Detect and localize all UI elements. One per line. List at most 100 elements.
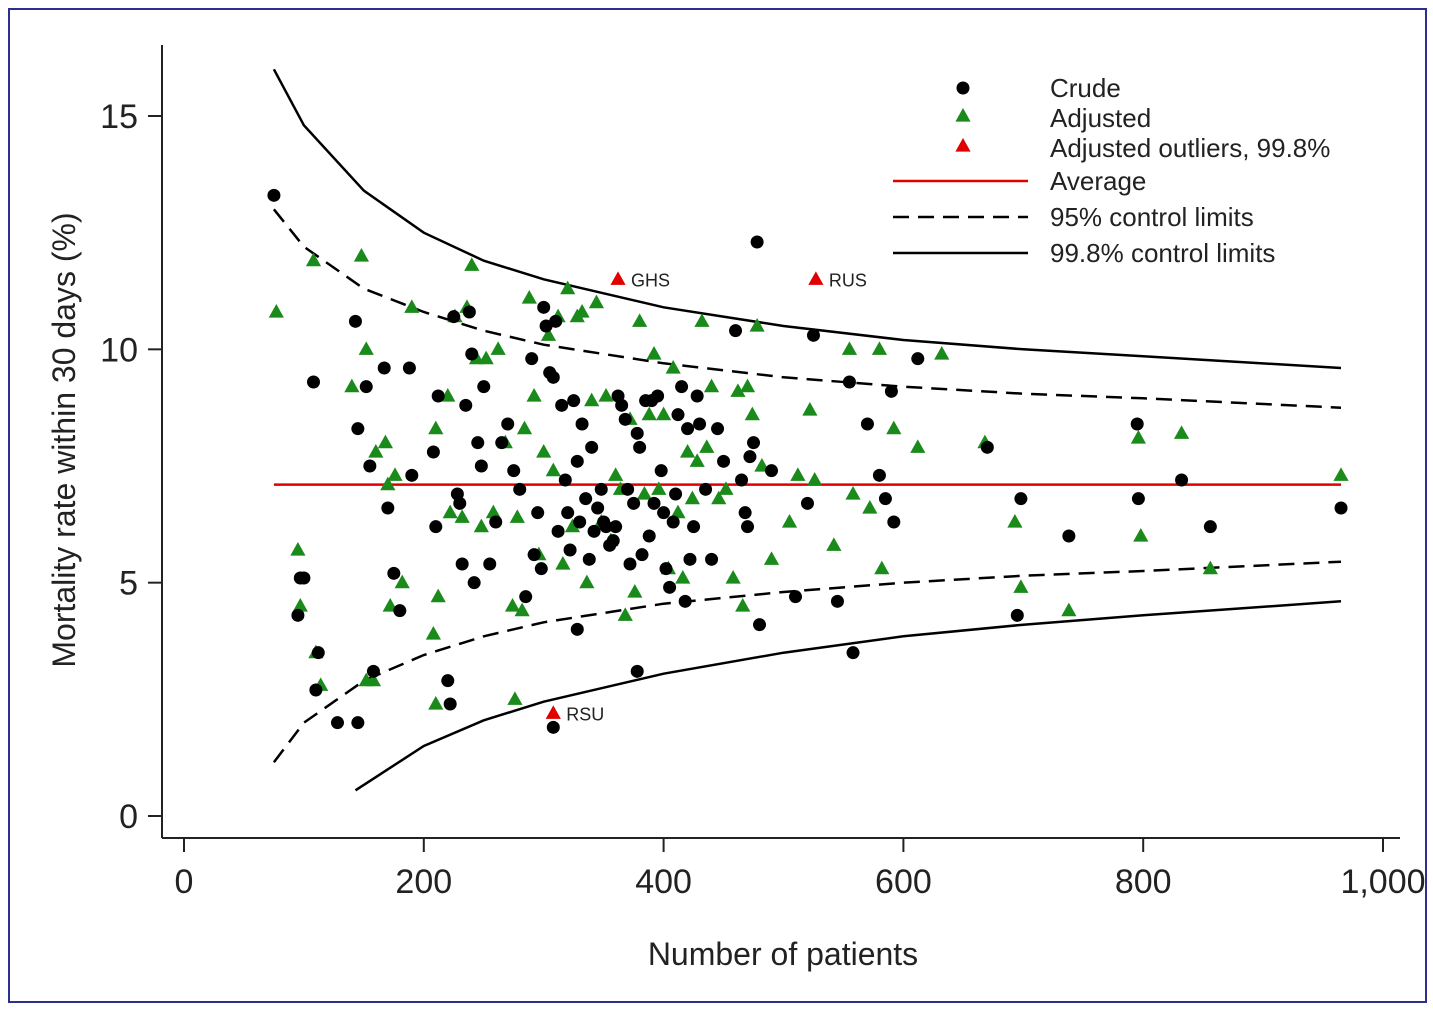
- adjusted-point: [699, 439, 715, 453]
- crude-point: [402, 361, 416, 375]
- adjusted-point: [555, 556, 571, 570]
- crude-point: [738, 506, 752, 520]
- adjusted-point: [656, 406, 672, 421]
- adjusted-point: [689, 453, 705, 467]
- crude-point: [561, 506, 575, 520]
- adjusted-point: [473, 518, 489, 533]
- legend-label: 95% control limits: [1050, 202, 1254, 232]
- adjusted-point: [1013, 579, 1029, 593]
- crude-point: [735, 473, 749, 487]
- adjusted-point: [584, 392, 600, 407]
- adjusted-point: [739, 378, 756, 393]
- adjusted-point: [1173, 425, 1190, 439]
- adjusted-point: [574, 304, 590, 318]
- crude-point: [1131, 492, 1145, 506]
- adjusted-point: [509, 509, 525, 523]
- adjusted-point: [871, 341, 888, 355]
- crude-point: [609, 520, 623, 534]
- legend-label: Crude: [1050, 73, 1121, 103]
- crude-point: [615, 398, 629, 412]
- y-tick-label: 15: [100, 98, 138, 136]
- adjusted-point: [292, 598, 308, 612]
- adjusted-point: [862, 500, 878, 514]
- adjusted-point: [735, 598, 751, 612]
- adjusted-point: [404, 299, 420, 313]
- crude-point: [860, 417, 874, 431]
- adjusted-point: [430, 588, 446, 603]
- adjusted-point: [1061, 602, 1077, 617]
- adjusted-point: [344, 378, 360, 393]
- x-tick-label: 400: [635, 863, 692, 901]
- adjusted-point: [694, 313, 710, 327]
- adjusted-point: [368, 444, 384, 458]
- crude-point: [537, 300, 551, 314]
- adjusted-point: [886, 420, 902, 435]
- crude-point: [555, 398, 569, 412]
- adjusted-point: [781, 514, 798, 528]
- crude-point: [683, 552, 697, 566]
- crude-point: [519, 590, 533, 604]
- crude-point: [585, 440, 599, 454]
- adjusted-point: [516, 420, 533, 435]
- crude-point: [606, 534, 620, 548]
- adjusted-point: [540, 327, 557, 341]
- crude-point: [351, 716, 365, 730]
- crude-point: [681, 422, 695, 436]
- crude-point: [582, 552, 596, 566]
- control-limit-lines: [272, 68, 1342, 792]
- crude-point: [884, 384, 898, 398]
- crude-point: [474, 459, 488, 473]
- crude-point: [911, 352, 925, 366]
- adjusted-point: [730, 383, 746, 397]
- adjusted-point: [387, 467, 403, 481]
- crude-point: [806, 328, 820, 342]
- y-axis-title: Mortality rate within 30 days (%): [46, 212, 82, 667]
- crude-point: [546, 720, 560, 734]
- adjusted-point: [579, 574, 595, 589]
- crude-point: [462, 305, 476, 319]
- adjusted-point: [1007, 514, 1023, 528]
- crude-point: [455, 557, 469, 571]
- crude-point: [627, 496, 641, 510]
- crude-point: [1334, 501, 1348, 515]
- outlier-point: [808, 271, 824, 285]
- crude-point: [659, 562, 673, 576]
- crude-point: [330, 716, 344, 730]
- adjusted-point: [353, 248, 370, 262]
- adjusted-point: [598, 388, 614, 402]
- crude-point: [878, 492, 892, 506]
- crude-point: [687, 520, 701, 534]
- crude-point: [753, 618, 767, 632]
- crude-point: [750, 235, 764, 249]
- crude-point: [563, 543, 577, 557]
- adjusted-point: [632, 313, 648, 327]
- crude-point: [429, 520, 443, 534]
- adjusted-point: [365, 672, 382, 687]
- crude-point: [747, 436, 761, 450]
- crude-point: [675, 380, 689, 394]
- crude-point: [669, 487, 683, 501]
- crude-point: [309, 683, 323, 697]
- crude-point: [741, 520, 755, 534]
- adjusted-point: [504, 598, 521, 612]
- crude-point: [671, 408, 685, 422]
- adjusted-point: [910, 439, 926, 453]
- adjusted-point: [425, 626, 441, 640]
- adjusted-point: [290, 542, 306, 556]
- adjusted-point: [841, 341, 858, 355]
- adjusted-point: [507, 691, 523, 705]
- crude-point: [623, 557, 637, 571]
- y-tick-label: 0: [119, 798, 138, 836]
- adjusted-point: [651, 481, 667, 495]
- adjusted-point: [377, 434, 394, 449]
- adjusted-point: [485, 504, 501, 519]
- crude-point: [579, 492, 593, 506]
- crude-point: [654, 464, 668, 478]
- crude-point: [501, 417, 515, 431]
- crude-point: [872, 468, 886, 482]
- x-tick-label: 1,000: [1340, 863, 1425, 901]
- crude-point: [267, 188, 281, 202]
- crude-point: [405, 468, 419, 482]
- adjusted-point: [394, 574, 410, 589]
- adjusted-point: [588, 294, 605, 309]
